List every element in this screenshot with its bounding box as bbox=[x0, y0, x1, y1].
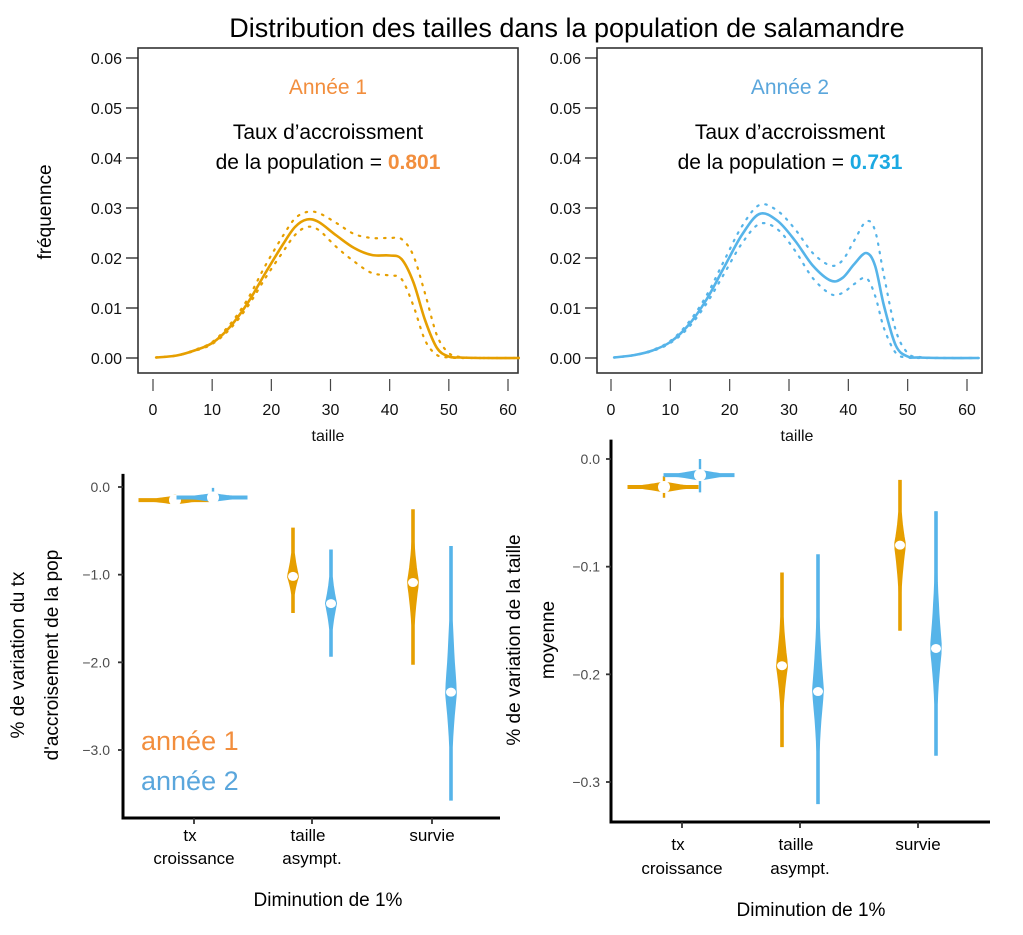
y-tick-label: 0.05 bbox=[91, 101, 122, 118]
growth-rate-annotation-line1: Taux d’accroissment bbox=[233, 121, 423, 144]
y-tick-label: 0.02 bbox=[550, 251, 581, 268]
x-axis-label: taille bbox=[781, 428, 814, 445]
x-category-label: taille bbox=[779, 835, 814, 854]
plot-frame bbox=[596, 47, 983, 374]
y-axis-title-line2: moyenne bbox=[538, 601, 559, 679]
violin-median-year2-cat1 bbox=[813, 687, 823, 697]
x-axis-label: taille bbox=[312, 428, 345, 445]
y-tick-label: 0.00 bbox=[550, 351, 581, 368]
growth-rate-value: 0.731 bbox=[850, 151, 903, 174]
violin-year1-cat1 bbox=[776, 572, 788, 748]
growth-rate-label: de la population = bbox=[678, 151, 850, 174]
panel-label: Année 1 bbox=[289, 76, 367, 99]
density-line-mean bbox=[613, 212, 979, 360]
y-tick-label: 0.01 bbox=[550, 301, 581, 318]
violin-median-year2-cat0 bbox=[207, 491, 219, 504]
density-panel-year2: 0.00 0.01 0.02 0.03 0.04 0.05 0.06 0 10 20 30 40 50 6… bbox=[550, 47, 983, 445]
x-category-label: croissance bbox=[641, 859, 722, 878]
growth-rate-value: 0.801 bbox=[388, 151, 441, 174]
figure-title: Distribution des tailles dans la populat… bbox=[229, 13, 904, 43]
violin-year1-cat1 bbox=[287, 527, 299, 613]
panel-label: Année 2 bbox=[751, 76, 829, 99]
x-tick-label: 30 bbox=[780, 402, 798, 419]
x-tick-label: 20 bbox=[262, 402, 280, 419]
y-tick-label: −0.1 bbox=[572, 559, 600, 575]
density-line-lower bbox=[612, 222, 980, 360]
y-tick-label: −0.3 bbox=[572, 774, 600, 790]
x-category-label: taille bbox=[291, 826, 326, 845]
x-tick-label: 60 bbox=[958, 402, 976, 419]
y-axis-title-line2: d'accroisement de la pop bbox=[42, 550, 63, 761]
plot-frame bbox=[137, 47, 519, 374]
x-tick-label: 30 bbox=[322, 402, 340, 419]
x-tick-label: 60 bbox=[499, 402, 517, 419]
growth-rate-annotation-line2: de la population = 0.801 bbox=[216, 151, 441, 174]
y-tick-label: 0.03 bbox=[91, 201, 122, 218]
x-tick-label: 50 bbox=[440, 402, 458, 419]
y-axis-title-line1: % de variation de la taille bbox=[504, 534, 525, 745]
legend-entry-year2: année 2 bbox=[141, 766, 239, 796]
legend-entry-year1: année 1 bbox=[141, 726, 239, 756]
violin-median-year1-cat2 bbox=[408, 578, 418, 588]
y-axis-title-line1: % de variation du tx bbox=[8, 571, 29, 738]
violin-panel-mean-size: 0.0 −0.1 −0.2 −0.3 tx croissance taille asympt.… bbox=[504, 439, 990, 921]
violin-panel-growth-rate: 0.0 −1.0 −2.0 −3.0 tx croissance taille asympt.… bbox=[8, 473, 500, 911]
violin-year1-cat2 bbox=[894, 479, 906, 631]
x-axis-title: Diminution de 1% bbox=[254, 890, 403, 911]
y-tick-label: 0.01 bbox=[91, 301, 122, 318]
x-tick-label: 20 bbox=[721, 402, 739, 419]
x-tick-label: 0 bbox=[149, 402, 158, 419]
violin-year2-cat1 bbox=[812, 554, 824, 805]
violin-year2-cat2 bbox=[930, 511, 942, 756]
growth-rate-annotation-line2: de la population = 0.731 bbox=[678, 151, 903, 174]
density-line-mean bbox=[155, 217, 520, 360]
y-tick-label: 0.06 bbox=[550, 51, 581, 68]
x-category-label: survie bbox=[409, 826, 454, 845]
y-tick-label: 0.05 bbox=[550, 101, 581, 118]
violin-median-year2-cat1 bbox=[326, 599, 336, 609]
y-tick-label: 0.0 bbox=[581, 451, 601, 467]
y-tick-label: −1.0 bbox=[82, 567, 110, 583]
violin-median-year1-cat2 bbox=[895, 540, 905, 550]
y-tick-label: 0.04 bbox=[91, 151, 122, 168]
growth-rate-label: de la population = bbox=[216, 151, 388, 174]
violin-median-year2-cat2 bbox=[446, 687, 456, 697]
violin-median-year1-cat1 bbox=[777, 661, 787, 671]
x-tick-label: 40 bbox=[381, 402, 399, 419]
growth-rate-annotation-line1: Taux d’accroissment bbox=[695, 121, 885, 144]
violin-median-year1-cat0 bbox=[658, 480, 670, 493]
density-panel-year1: 0.00 0.01 0.02 0.03 0.04 0.05 0.06 0 10 20 30 40 50 6… bbox=[35, 47, 521, 445]
y-tick-label: 0.06 bbox=[91, 51, 122, 68]
x-category-label: asympt. bbox=[770, 859, 830, 878]
x-category-label: croissance bbox=[153, 849, 234, 868]
violin-median-year1-cat1 bbox=[288, 571, 298, 581]
violin-median-year2-cat2 bbox=[931, 643, 941, 653]
x-category-label: survie bbox=[895, 835, 940, 854]
x-category-label: asympt. bbox=[282, 849, 342, 868]
y-axis-label: fréquennce bbox=[35, 164, 56, 259]
y-tick-label: −2.0 bbox=[82, 654, 110, 670]
y-tick-label: 0.03 bbox=[550, 201, 581, 218]
x-tick-label: 50 bbox=[899, 402, 917, 419]
y-tick-label: 0.0 bbox=[91, 479, 111, 495]
violin-year2-cat2 bbox=[445, 545, 457, 801]
x-axis-title: Diminution de 1% bbox=[737, 900, 886, 921]
y-tick-label: 0.00 bbox=[91, 351, 122, 368]
x-tick-label: 40 bbox=[839, 402, 857, 419]
violin-median-year2-cat0 bbox=[694, 469, 706, 482]
y-tick-label: −0.2 bbox=[572, 666, 600, 682]
density-line-upper bbox=[612, 203, 980, 360]
x-category-label: tx bbox=[183, 826, 197, 845]
y-tick-label: 0.04 bbox=[550, 151, 581, 168]
x-tick-label: 10 bbox=[661, 402, 679, 419]
x-category-label: tx bbox=[671, 835, 685, 854]
x-tick-label: 0 bbox=[607, 402, 616, 419]
density-line-upper bbox=[154, 210, 521, 360]
density-line-lower bbox=[154, 225, 521, 360]
y-tick-label: −3.0 bbox=[82, 742, 110, 758]
y-tick-label: 0.02 bbox=[91, 251, 122, 268]
x-tick-label: 10 bbox=[203, 402, 221, 419]
